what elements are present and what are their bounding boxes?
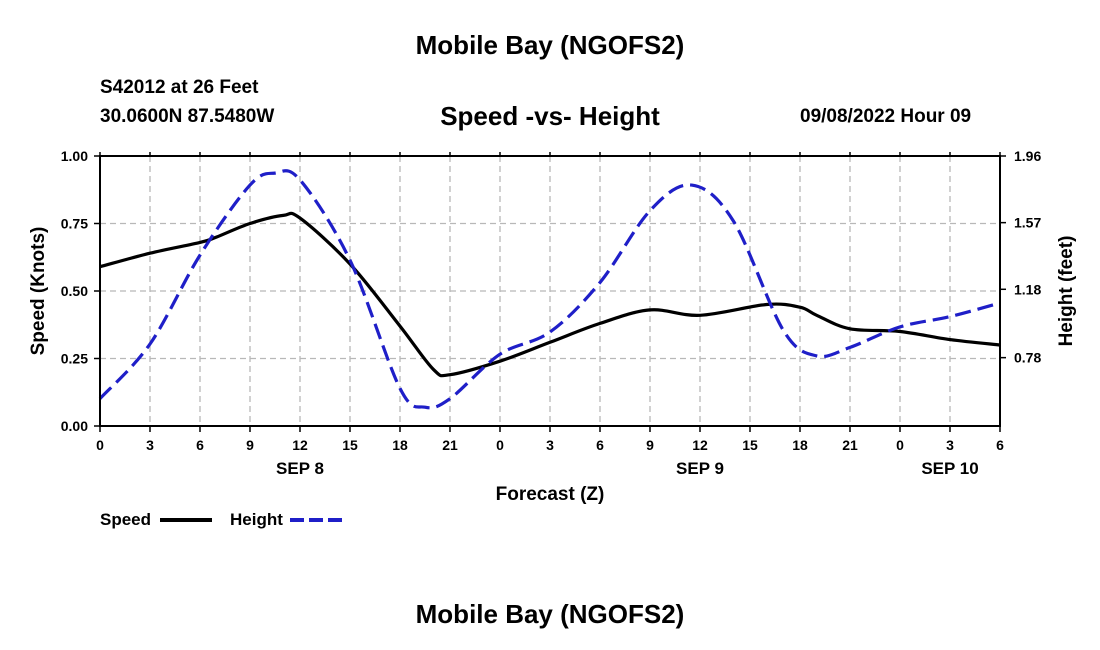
x-tick-label: 15 [342, 437, 358, 453]
y-tick-label: 0.25 [61, 351, 88, 367]
y-tick-label: 0.75 [61, 216, 88, 232]
x-tick-label: 18 [392, 437, 408, 453]
series-layer [98, 169, 1001, 410]
y-tick-label: 0.50 [61, 283, 88, 299]
x-tick-label: 15 [742, 437, 758, 453]
y2-tick-label: 0.78 [1014, 350, 1041, 366]
x-tick-label: 12 [692, 437, 708, 453]
x-tick-label: 3 [146, 437, 154, 453]
legend-label-height: Height [230, 510, 283, 529]
chart-title: Speed -vs- Height [440, 101, 660, 131]
station-label: S42012 at 26 Feet [100, 77, 259, 98]
x-tick-label: 12 [292, 437, 308, 453]
x-tick-label: 0 [496, 437, 504, 453]
y-tick-label: 1.00 [61, 148, 88, 164]
x-tick-label: 9 [646, 437, 654, 453]
y2-tick-label: 1.18 [1014, 281, 1041, 297]
y-axis-title-right: Height (feet) [1056, 236, 1077, 347]
y-tick-label: 0.00 [61, 418, 88, 434]
page-title: Mobile Bay (NGOFS2) [415, 30, 685, 60]
x-tick-label: 6 [596, 437, 604, 453]
x-tick-label: 3 [546, 437, 554, 453]
y2-tick-label: 1.96 [1014, 148, 1041, 164]
axes: 0 3 6 9 12 15 18 21 0 3 6 9 12 15 18 21 0 3 6 SEP 8 SEP 9 SEP… [61, 148, 1042, 478]
forecast-datetime: 09/08/2022 Hour 09 [800, 106, 972, 127]
x-tick-label: 0 [96, 437, 104, 453]
grid [100, 155, 1000, 426]
y2-tick-label: 1.57 [1014, 215, 1041, 231]
x-day-label: SEP 9 [676, 459, 724, 478]
x-tick-label: 3 [946, 437, 954, 453]
legend-label-speed: Speed [100, 510, 151, 529]
footer-title: Mobile Bay (NGOFS2) [415, 599, 685, 629]
legend: Speed Height [100, 510, 342, 529]
y-axis-title-left: Speed (Knots) [28, 227, 49, 356]
series-line-speed [99, 211, 1001, 378]
x-tick-label: 6 [196, 437, 204, 453]
x-tick-label: 6 [996, 437, 1004, 453]
x-day-label: SEP 8 [276, 459, 324, 478]
coordinates-label: 30.0600N 87.5480W [100, 106, 275, 127]
x-tick-label: 0 [896, 437, 904, 453]
x-tick-label: 21 [442, 437, 458, 453]
x-tick-label: 21 [842, 437, 858, 453]
x-tick-label: 18 [792, 437, 808, 453]
x-day-label: SEP 10 [921, 459, 978, 478]
x-tick-label: 9 [246, 437, 254, 453]
x-axis-title: Forecast (Z) [496, 484, 605, 505]
